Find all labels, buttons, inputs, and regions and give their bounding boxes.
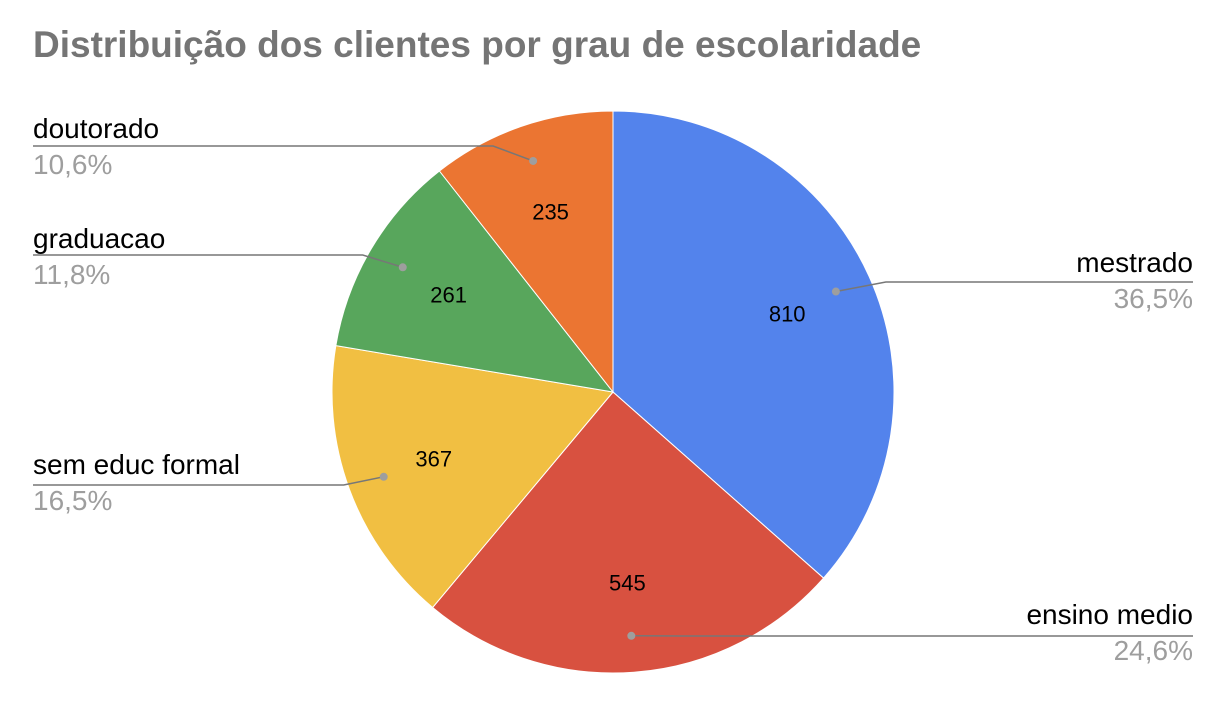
value-label-sem-educ-formal: 367 bbox=[415, 446, 452, 471]
value-label-mestrado: 810 bbox=[769, 301, 806, 326]
callout-dot-sem-educ-formal bbox=[379, 472, 388, 481]
value-label-doutorado: 235 bbox=[532, 199, 569, 224]
pie-slice-ensino-medio bbox=[431, 391, 825, 674]
callout-line-sem-educ-formal bbox=[33, 476, 384, 486]
callout-line-graduacao bbox=[33, 254, 403, 268]
slice-label-mestrado: mestrado bbox=[1076, 247, 1193, 278]
slice-percent-doutorado: 10,6% bbox=[33, 149, 112, 180]
slice-label-graduacao: graduacao bbox=[33, 223, 165, 254]
callout-dot-ensino-medio bbox=[627, 631, 636, 640]
pie-slice-doutorado bbox=[438, 110, 614, 394]
slice-label-ensino-medio: ensino medio bbox=[1026, 599, 1193, 630]
callout-dot-graduacao bbox=[398, 263, 407, 272]
callout-dot-mestrado bbox=[831, 287, 840, 296]
pie-slice-graduacao bbox=[335, 170, 615, 393]
pie-slice-mestrado bbox=[612, 110, 895, 579]
pie-slice-sem-educ-formal bbox=[331, 345, 614, 609]
slice-label-doutorado: doutorado bbox=[33, 113, 159, 144]
value-label-graduacao: 261 bbox=[430, 283, 467, 308]
callout-line-doutorado bbox=[33, 145, 534, 162]
chart-title: Distribuição dos clientes por grau de es… bbox=[33, 24, 922, 65]
pie-slices bbox=[331, 110, 895, 674]
callouts: mestrado 36,5% ensino medio 24,6% sem educ f… bbox=[33, 113, 1193, 666]
callout-line-mestrado bbox=[835, 281, 1193, 293]
slice-percent-graduacao: 11,8% bbox=[33, 259, 110, 290]
slice-percent-sem-educ-formal: 16,5% bbox=[33, 485, 112, 516]
value-labels: 810 545 367 261 235 bbox=[415, 199, 805, 595]
callout-dot-doutorado bbox=[529, 156, 538, 165]
value-label-ensino-medio: 545 bbox=[609, 571, 646, 596]
slice-label-sem-educ-formal: sem educ formal bbox=[33, 449, 240, 480]
slice-percent-ensino-medio: 24,6% bbox=[1114, 635, 1193, 666]
slice-percent-mestrado: 36,5% bbox=[1114, 283, 1193, 314]
